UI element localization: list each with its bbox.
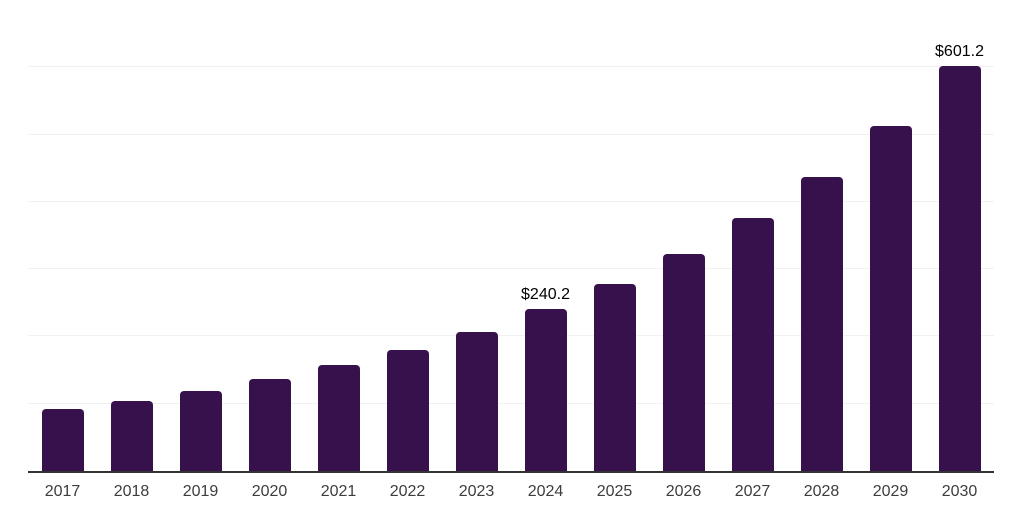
bar <box>662 254 705 471</box>
bar <box>731 218 774 471</box>
bar-value-label: $240.2 <box>521 286 570 304</box>
gridline <box>28 66 994 68</box>
bar <box>524 309 567 471</box>
bar <box>938 66 981 471</box>
x-tick-label: 2020 <box>251 483 288 500</box>
bar-column <box>856 0 925 471</box>
bar-column: $601.2 <box>925 0 994 471</box>
bar <box>869 125 912 471</box>
x-tick-label: 2022 <box>389 483 426 500</box>
x-tick-label: 2017 <box>44 483 81 500</box>
bar-column <box>580 0 649 471</box>
x-tick-label: 2024 <box>527 483 564 500</box>
x-tick-label: 2027 <box>734 483 771 500</box>
gridline <box>28 200 994 202</box>
gridline <box>28 133 994 135</box>
x-tick-label: 2028 <box>803 483 840 500</box>
bar <box>41 409 84 471</box>
x-tick-label: 2019 <box>182 483 219 500</box>
bar <box>800 176 843 471</box>
plot-area: $240.2 $601.2 <box>28 0 994 473</box>
x-tick-label: 2025 <box>596 483 633 500</box>
bar-column <box>649 0 718 471</box>
bar <box>455 331 498 471</box>
x-tick-label: 2018 <box>113 483 150 500</box>
bar <box>593 284 636 471</box>
bar <box>317 365 360 471</box>
bar-column <box>442 0 511 471</box>
x-tick-label: 2029 <box>872 483 909 500</box>
bar-column <box>28 0 97 471</box>
gridline <box>28 402 994 404</box>
x-axis-line <box>28 471 994 473</box>
bar-column <box>787 0 856 471</box>
bar <box>386 349 429 471</box>
x-tick-label: 2030 <box>941 483 978 500</box>
bar-column <box>373 0 442 471</box>
bar-column <box>304 0 373 471</box>
bar <box>248 379 291 471</box>
bar-column <box>235 0 304 471</box>
bar-column <box>718 0 787 471</box>
gridline <box>28 268 994 270</box>
bar-column <box>166 0 235 471</box>
bar <box>110 400 153 471</box>
bar-column: $240.2 <box>511 0 580 471</box>
gridline <box>28 335 994 337</box>
bar-column <box>97 0 166 471</box>
bars-container: $240.2 $601.2 <box>28 0 994 471</box>
x-tick-label: 2026 <box>665 483 702 500</box>
x-axis-labels: 2017 2018 2019 2020 2021 2022 2023 2024 2025 2026… <box>28 482 994 501</box>
bar <box>179 390 222 471</box>
x-tick-label: 2023 <box>458 483 495 500</box>
x-tick-label: 2021 <box>320 483 357 500</box>
bar-value-label: $601.2 <box>935 43 984 61</box>
